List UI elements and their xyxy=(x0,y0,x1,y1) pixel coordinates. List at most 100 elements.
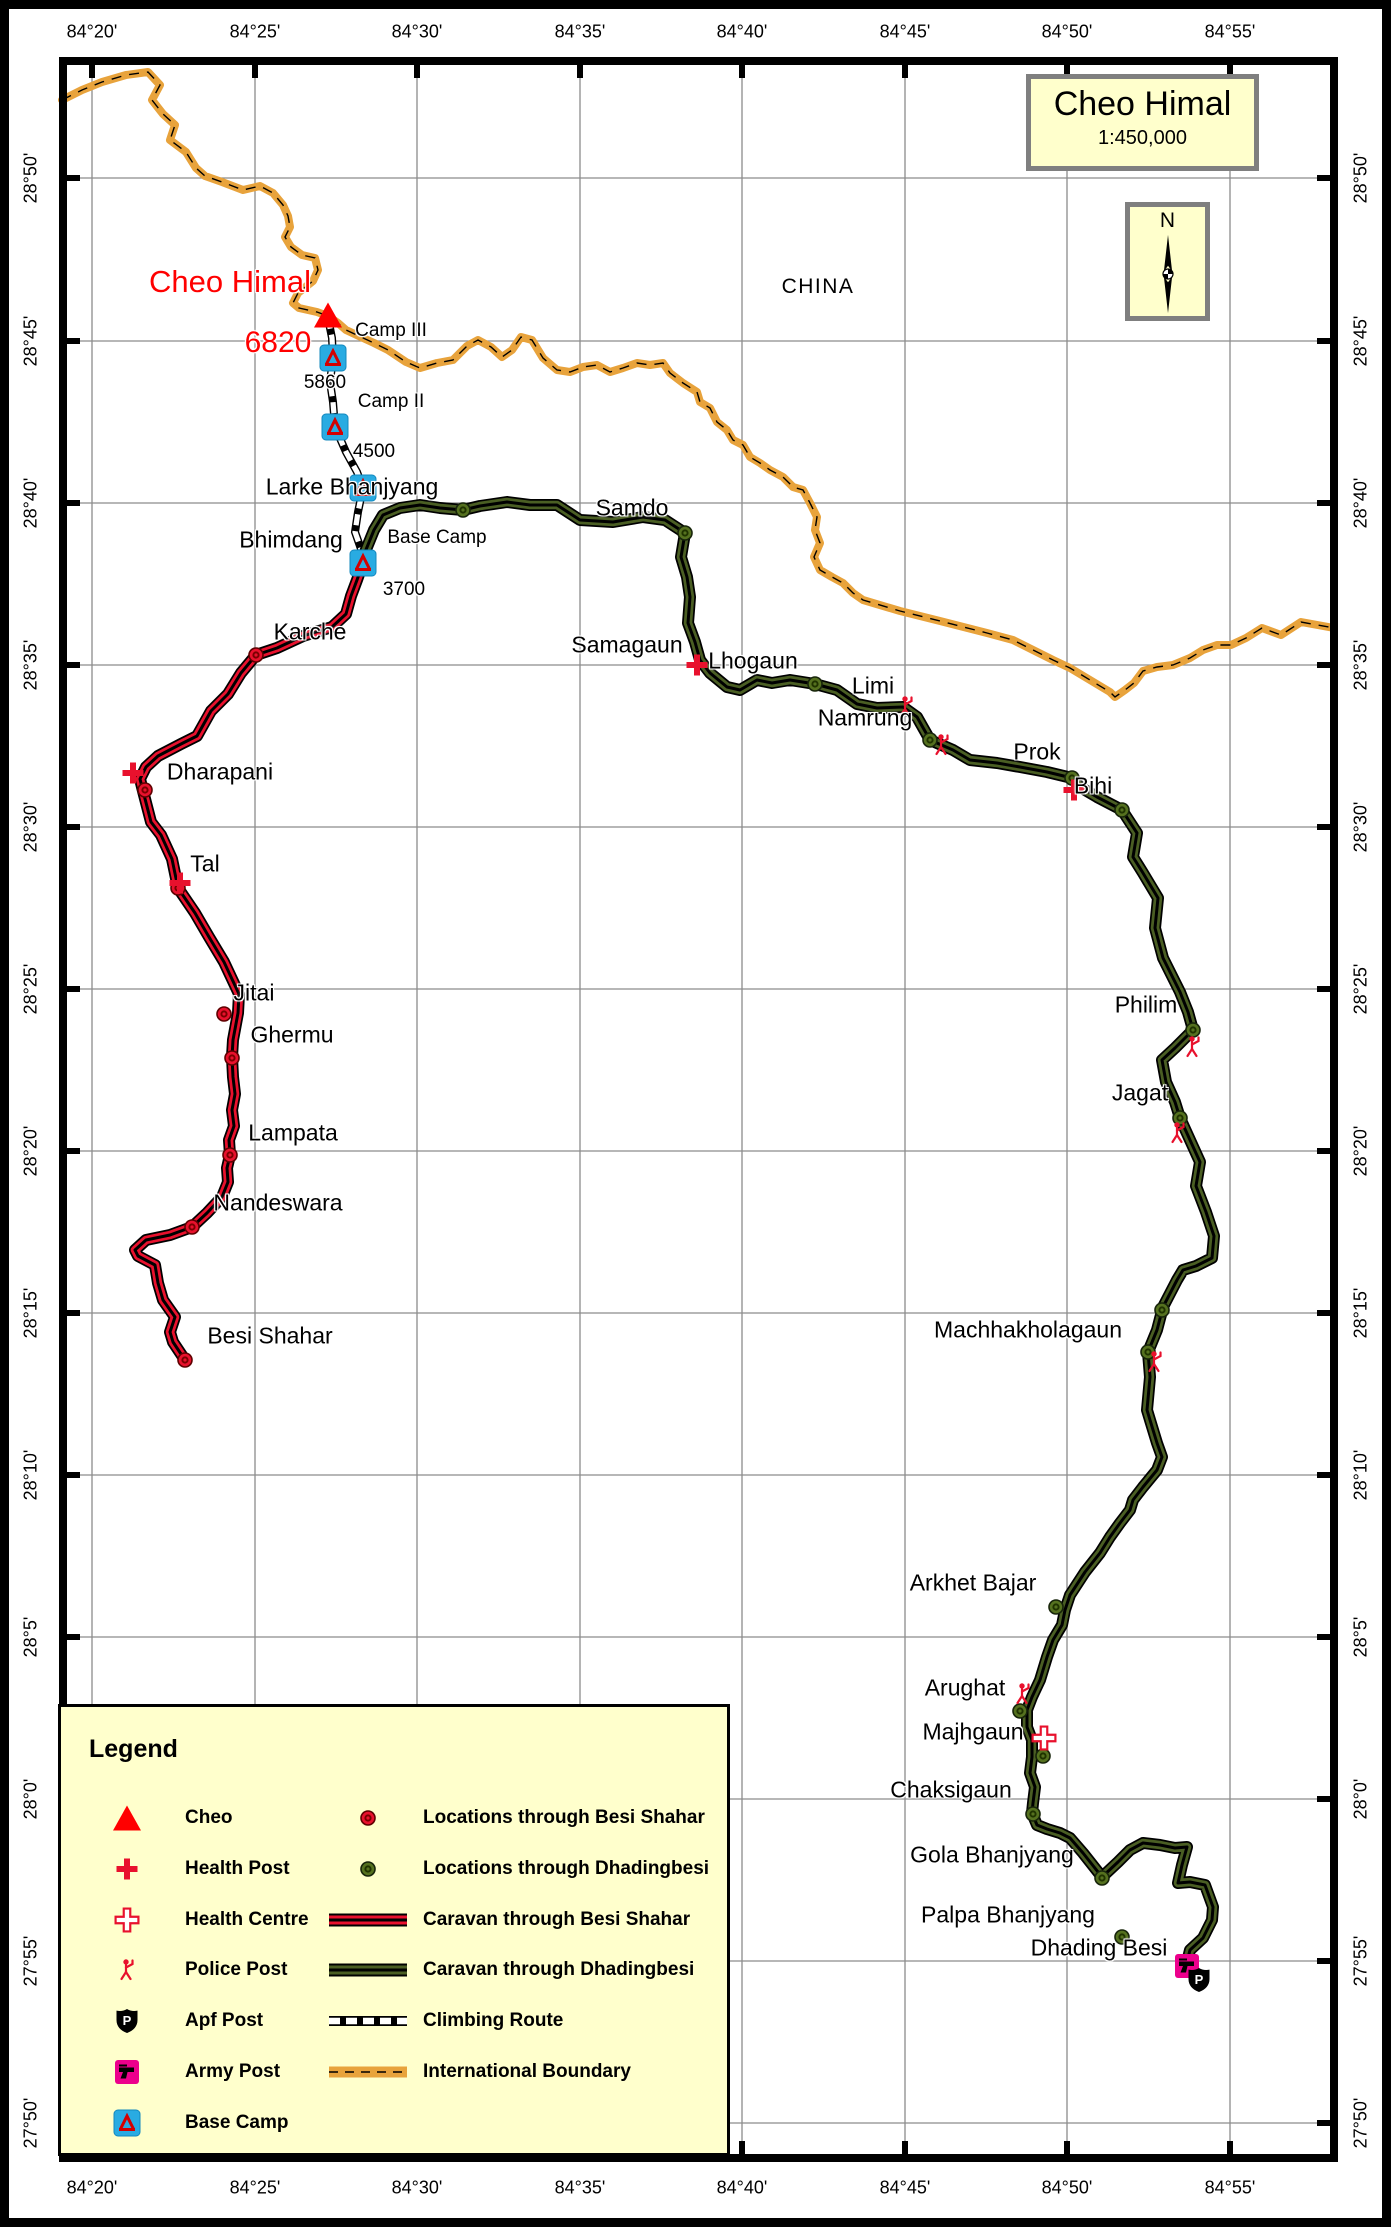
legend-label: Climbing Route xyxy=(423,2010,564,2032)
map-title: Cheo Himal xyxy=(1053,85,1232,123)
axis-label-bottom: 84°20' xyxy=(66,2177,118,2198)
legend: Legend Cheo Health Post Health Centre Polic… xyxy=(58,1704,730,2156)
legend-label: Locations through Besi Shahar xyxy=(423,1807,705,1828)
red-dot-icon xyxy=(177,1352,194,1369)
axis-label-right: 28°30' xyxy=(1350,801,1371,853)
axis-label-bottom: 84°30' xyxy=(391,2177,443,2198)
map-label-palpa-bhanjyang: Palpa Bhanjyang xyxy=(921,1901,1095,1928)
map-frame xyxy=(59,57,1338,2162)
police-post-icon xyxy=(1183,1035,1203,1059)
legend-label: Police Post xyxy=(185,1959,288,1981)
axis-label-left: 27°55' xyxy=(20,1935,41,1987)
map-label-tal: Tal xyxy=(190,850,220,877)
caravan-dhadingbesi-core xyxy=(361,500,1216,1963)
legend-apf-post-icon: P xyxy=(116,2008,139,2034)
green-dot-icon xyxy=(1035,1748,1052,1765)
legend-label: Apf Post xyxy=(185,2010,264,2032)
apf-post-icon: P xyxy=(1188,1967,1211,1993)
map-label-dhading-besi: Dhading Besi xyxy=(1030,1934,1168,1961)
axis-label-right: 27°50' xyxy=(1350,2097,1371,2149)
legend-line-besi-icon xyxy=(327,1912,409,1928)
axis-label-bottom: 84°55' xyxy=(1204,2177,1256,2198)
axis-label-right: 28°35' xyxy=(1350,639,1371,691)
legend-line-dhading-icon xyxy=(327,1962,409,1978)
green-dot-icon xyxy=(1114,1929,1131,1946)
map-label-chaksigaun: Chaksigaun xyxy=(890,1776,1012,1803)
north-label: N xyxy=(1159,209,1176,232)
caravan-besi-shahar-casing xyxy=(129,561,369,1364)
legend-label: Army Post xyxy=(185,2061,281,2082)
health-post-icon xyxy=(1063,779,1086,802)
caravan-besi-shahar-core xyxy=(133,562,365,1361)
police-post-icon xyxy=(1145,1350,1165,1374)
axis-label-left: 28°40' xyxy=(20,477,41,529)
axis-label-top: 84°20' xyxy=(66,21,118,42)
axis-label-left: 28°50' xyxy=(20,152,41,204)
red-dot-icon xyxy=(137,782,154,799)
map-label-jagat: Jagat xyxy=(1111,1079,1169,1106)
map-label-arughat: Arughat xyxy=(924,1674,1006,1701)
legend-title: Legend xyxy=(89,1735,178,1763)
peak-icon xyxy=(313,302,343,329)
map-label-china: CHINA xyxy=(781,275,855,298)
north-arrow: N xyxy=(1125,202,1210,321)
red-dot-icon xyxy=(184,1219,201,1236)
health-post-icon xyxy=(169,872,192,895)
map-label-6820: 6820 xyxy=(244,326,312,359)
map-label-camp-iii: Camp III xyxy=(355,320,427,341)
map-label-ghermu: Ghermu xyxy=(250,1021,334,1048)
map-label-base-camp: Base Camp xyxy=(387,527,487,548)
legend-peak-icon xyxy=(112,1805,142,1832)
axis-label-left: 28°0' xyxy=(20,1778,41,1820)
map-scale: 1:450,000 xyxy=(1098,127,1187,149)
police-post-icon xyxy=(932,733,952,757)
svg-text:P: P xyxy=(123,2013,132,2028)
axis-label-left: 28°25' xyxy=(20,963,41,1015)
axis-label-top: 84°35' xyxy=(554,21,606,42)
axis-label-right: 27°55' xyxy=(1350,1935,1371,1987)
axis-label-top: 84°25' xyxy=(229,21,281,42)
map-label-lampata: Lampata xyxy=(248,1119,338,1146)
axis-label-bottom: 84°45' xyxy=(879,2177,931,2198)
map-label-samdo: Samdo xyxy=(595,494,669,521)
legend-line-boundary-icon xyxy=(327,2064,409,2080)
axis-label-right: 28°10' xyxy=(1350,1449,1371,1501)
base-camp-icon xyxy=(319,344,347,372)
axis-label-top: 84°55' xyxy=(1204,21,1256,42)
legend-base-camp-icon xyxy=(113,2109,141,2137)
red-dot-icon xyxy=(224,1050,241,1067)
green-dot-icon xyxy=(1025,1806,1042,1823)
health-centre-icon xyxy=(1031,1725,1057,1751)
map-label-dharapani: Dharapani xyxy=(166,758,274,785)
green-dot-icon xyxy=(1114,802,1131,819)
map-label-bhimdang: Bhimdang xyxy=(239,526,343,553)
axis-label-top: 84°50' xyxy=(1041,21,1093,42)
red-dot-icon xyxy=(216,1006,233,1023)
axis-label-right: 28°45' xyxy=(1350,315,1371,367)
base-camp-icon xyxy=(349,549,377,577)
map-label-lhogaun: Lhogaun xyxy=(708,647,798,674)
legend-label: Locations through Dhadingbesi xyxy=(423,1857,710,1879)
map-label-camp-ii: Camp II xyxy=(357,391,425,412)
green-dot-icon xyxy=(1172,1110,1189,1127)
map-label-prok: Prok xyxy=(1013,738,1061,765)
red-dot-icon xyxy=(248,647,265,664)
axis-label-bottom: 84°50' xyxy=(1041,2177,1093,2198)
legend-label: Caravan through Dhadingbesi xyxy=(423,1959,695,1981)
axis-label-left: 28°20' xyxy=(20,1125,41,1177)
map-label-jitai: Jitai xyxy=(233,979,275,1006)
legend-army-post-icon xyxy=(115,2060,139,2084)
axis-label-bottom: 84°35' xyxy=(554,2177,606,2198)
green-dot-icon xyxy=(1048,1599,1065,1616)
base-camp-icon xyxy=(321,413,349,441)
green-dot-icon xyxy=(807,676,824,693)
axis-label-top: 84°40' xyxy=(716,21,768,42)
axis-label-left: 28°35' xyxy=(20,639,41,691)
legend-label: Base Camp xyxy=(185,2111,289,2133)
legend-red-dot-icon xyxy=(360,1810,377,1827)
map-label-nandeswara: Nandeswara xyxy=(213,1189,343,1216)
map-label-larke-bhanjyang: Larke Bhanjyang xyxy=(265,473,439,500)
map-label-5860: 5860 xyxy=(303,372,347,393)
